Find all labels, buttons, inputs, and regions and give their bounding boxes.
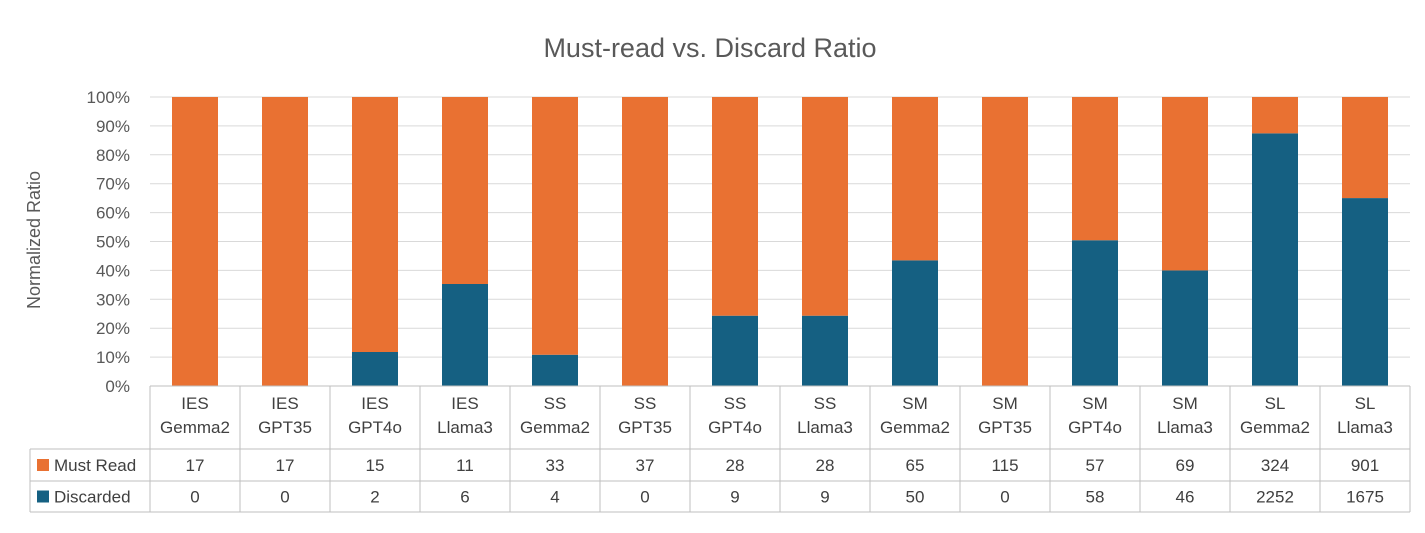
y-tick-label: 30% [96, 290, 130, 309]
table-cell-value: 11 [456, 456, 474, 475]
table-cell-value: 15 [366, 456, 385, 475]
table-cell-value: 2 [370, 488, 379, 507]
category-label: SL Gemma2 [1240, 394, 1310, 437]
bar-segment [352, 97, 398, 352]
bar-segment [1252, 97, 1298, 134]
bar-segment [622, 97, 668, 386]
table-cell-value: 33 [546, 456, 565, 475]
table-cell-value: 9 [730, 488, 739, 507]
bar-segment [532, 97, 578, 355]
y-axis-label: Normalized Ratio [24, 171, 44, 309]
y-tick-labels: 0% 10% 20% 30% 40% 50% 60% 70% 80% 90% 100% [87, 88, 130, 396]
table-cell-value: 28 [816, 456, 835, 475]
bar-segment [712, 97, 758, 316]
category-label: SS GPT4o [708, 394, 762, 437]
y-tick-label: 50% [96, 233, 130, 252]
table-cell-value: 58 [1086, 488, 1105, 507]
table-cell-value: 1675 [1346, 488, 1384, 507]
category-label: SS Llama3 [797, 394, 853, 437]
y-tick-label: 90% [96, 117, 130, 136]
table-cell-value: 46 [1176, 488, 1195, 507]
table-cell-value: 6 [460, 488, 469, 507]
category-label: IES Llama3 [437, 394, 493, 437]
bar-segment [802, 97, 848, 316]
bar-segment [442, 97, 488, 284]
bar-segment [442, 284, 488, 386]
y-tick-label: 100% [87, 88, 130, 107]
category-label: SM GPT35 [978, 394, 1032, 437]
y-tick-label: 20% [96, 319, 130, 338]
table-cell-value: 57 [1086, 456, 1105, 475]
bar-segment [1072, 97, 1118, 241]
table-cell-value: 0 [280, 488, 289, 507]
table-cell-value: 0 [640, 488, 649, 507]
table-cell-value: 324 [1261, 456, 1289, 475]
bar-segment [982, 97, 1028, 386]
y-tick-label: 70% [96, 175, 130, 194]
bars [172, 97, 1388, 386]
category-label: SM GPT4o [1068, 394, 1122, 437]
table-cell-value: 28 [726, 456, 745, 475]
bar-segment [262, 97, 308, 386]
bar-segment [1342, 97, 1388, 199]
category-label: SM Gemma2 [880, 394, 950, 437]
y-tick-label: 40% [96, 261, 130, 280]
y-tick-label: 80% [96, 146, 130, 165]
category-label: IES Gemma2 [160, 394, 230, 437]
table-cell-value: 17 [276, 456, 295, 475]
bar-segment [892, 97, 938, 261]
table-row-label: Discarded [54, 488, 131, 507]
table-cell-value: 9 [820, 488, 829, 507]
bar-segment [1072, 240, 1118, 386]
bar-segment [1342, 198, 1388, 386]
data-table: IES Gemma2 IES GPT35 IES GPT4o IES Llama3 SS Gemm… [29, 385, 1411, 513]
table-cell-value: 65 [906, 456, 925, 475]
category-label: IES GPT35 [258, 394, 312, 437]
bar-segment [532, 354, 578, 386]
table-cell-value: 901 [1351, 456, 1379, 475]
bar-segment [802, 315, 848, 386]
table-cell-value: 50 [906, 488, 925, 507]
bar-segment [712, 315, 758, 386]
table-cell-value: 0 [1000, 488, 1009, 507]
table-cell-value: 4 [550, 488, 559, 507]
bar-segment [352, 352, 398, 386]
table-cell-value: 37 [636, 456, 655, 475]
gridlines [150, 96, 1410, 387]
bar-segment [1162, 270, 1208, 386]
table-cell-value: 2252 [1256, 488, 1294, 507]
bar-segment [172, 97, 218, 386]
chart-title: Must-read vs. Discard Ratio [543, 33, 876, 63]
category-label: IES GPT4o [348, 394, 402, 437]
table-cell-value: 69 [1176, 456, 1195, 475]
table-cell-value: 17 [186, 456, 205, 475]
category-label: SM Llama3 [1157, 394, 1213, 437]
legend-key [37, 490, 49, 503]
category-label: SL Llama3 [1337, 394, 1393, 437]
table-cell-value: 115 [991, 456, 1018, 475]
y-tick-label: 10% [96, 348, 130, 367]
bar-segment [892, 260, 938, 386]
category-label: SS GPT35 [618, 394, 672, 437]
table-cell-value: 0 [190, 488, 199, 507]
legend-key [37, 459, 49, 471]
table-row-label: Must Read [54, 456, 136, 475]
bar-segment [1252, 133, 1298, 386]
bar-segment [1162, 97, 1208, 271]
y-tick-label: 60% [96, 204, 130, 223]
y-tick-label: 0% [105, 377, 130, 396]
category-label: SS Gemma2 [520, 394, 590, 437]
